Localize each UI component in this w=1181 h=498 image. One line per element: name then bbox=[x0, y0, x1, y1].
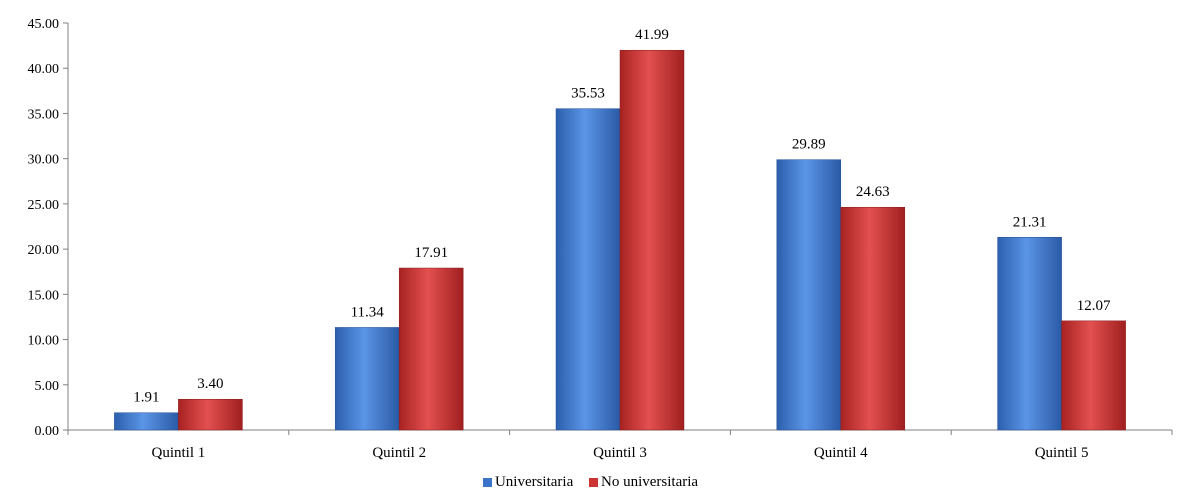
bar-universitaria bbox=[556, 109, 620, 430]
legend-swatch-no-universitaria bbox=[589, 478, 598, 487]
bar-chart: 0.00 5.00 10.00 15.00 20.00 25.00 30.00 35.00 40… bbox=[0, 0, 1181, 470]
data-label-no-universitaria: 24.63 bbox=[856, 184, 890, 200]
bars bbox=[114, 50, 1125, 430]
y-tick-label: 30.00 bbox=[28, 153, 60, 168]
y-tick-label: 10.00 bbox=[28, 334, 60, 349]
data-label-no-universitaria: 41.99 bbox=[635, 27, 669, 43]
y-tick-label: 45.00 bbox=[28, 17, 60, 32]
bar-no-universitaria bbox=[1062, 321, 1126, 430]
legend: Universitaria No universitaria bbox=[0, 474, 1181, 492]
x-category-label: Quintil 1 bbox=[152, 445, 206, 461]
data-label-universitaria: 1.91 bbox=[133, 390, 159, 406]
x-category-label: Quintil 5 bbox=[1035, 445, 1089, 461]
data-label-no-universitaria: 12.07 bbox=[1077, 298, 1111, 314]
x-category-label: Quintil 3 bbox=[593, 445, 647, 461]
y-tick-label: 25.00 bbox=[28, 198, 60, 213]
y-tick-label: 20.00 bbox=[28, 243, 60, 258]
legend-item-universitaria: Universitaria bbox=[483, 474, 573, 491]
bar-no-universitaria bbox=[841, 207, 905, 430]
legend-item-no-universitaria: No universitaria bbox=[589, 474, 698, 491]
data-label-universitaria: 35.53 bbox=[571, 86, 605, 102]
data-label-no-universitaria: 3.40 bbox=[197, 376, 223, 392]
legend-label-universitaria: Universitaria bbox=[495, 474, 573, 491]
data-label-universitaria: 29.89 bbox=[792, 137, 826, 153]
bar-no-universitaria bbox=[620, 50, 684, 430]
legend-label-no-universitaria: No universitaria bbox=[601, 474, 698, 491]
legend-swatch-universitaria bbox=[483, 478, 492, 487]
data-label-universitaria: 21.31 bbox=[1013, 214, 1047, 230]
data-label-no-universitaria: 17.91 bbox=[414, 245, 448, 261]
bar-universitaria bbox=[335, 327, 399, 430]
data-label-universitaria: 11.34 bbox=[351, 304, 385, 320]
x-category-label: Quintil 2 bbox=[372, 445, 426, 461]
bar-universitaria bbox=[114, 413, 178, 430]
y-tick-label: 35.00 bbox=[28, 107, 60, 122]
bar-universitaria bbox=[998, 237, 1062, 430]
y-tick-label: 0.00 bbox=[35, 424, 60, 439]
bar-universitaria bbox=[777, 160, 841, 430]
y-tick-label: 40.00 bbox=[28, 62, 60, 77]
y-tick-label: 5.00 bbox=[35, 379, 60, 394]
x-category-label: Quintil 4 bbox=[814, 445, 868, 461]
bar-no-universitaria bbox=[399, 268, 463, 430]
y-tick-label: 15.00 bbox=[28, 288, 60, 303]
bar-no-universitaria bbox=[178, 399, 242, 430]
